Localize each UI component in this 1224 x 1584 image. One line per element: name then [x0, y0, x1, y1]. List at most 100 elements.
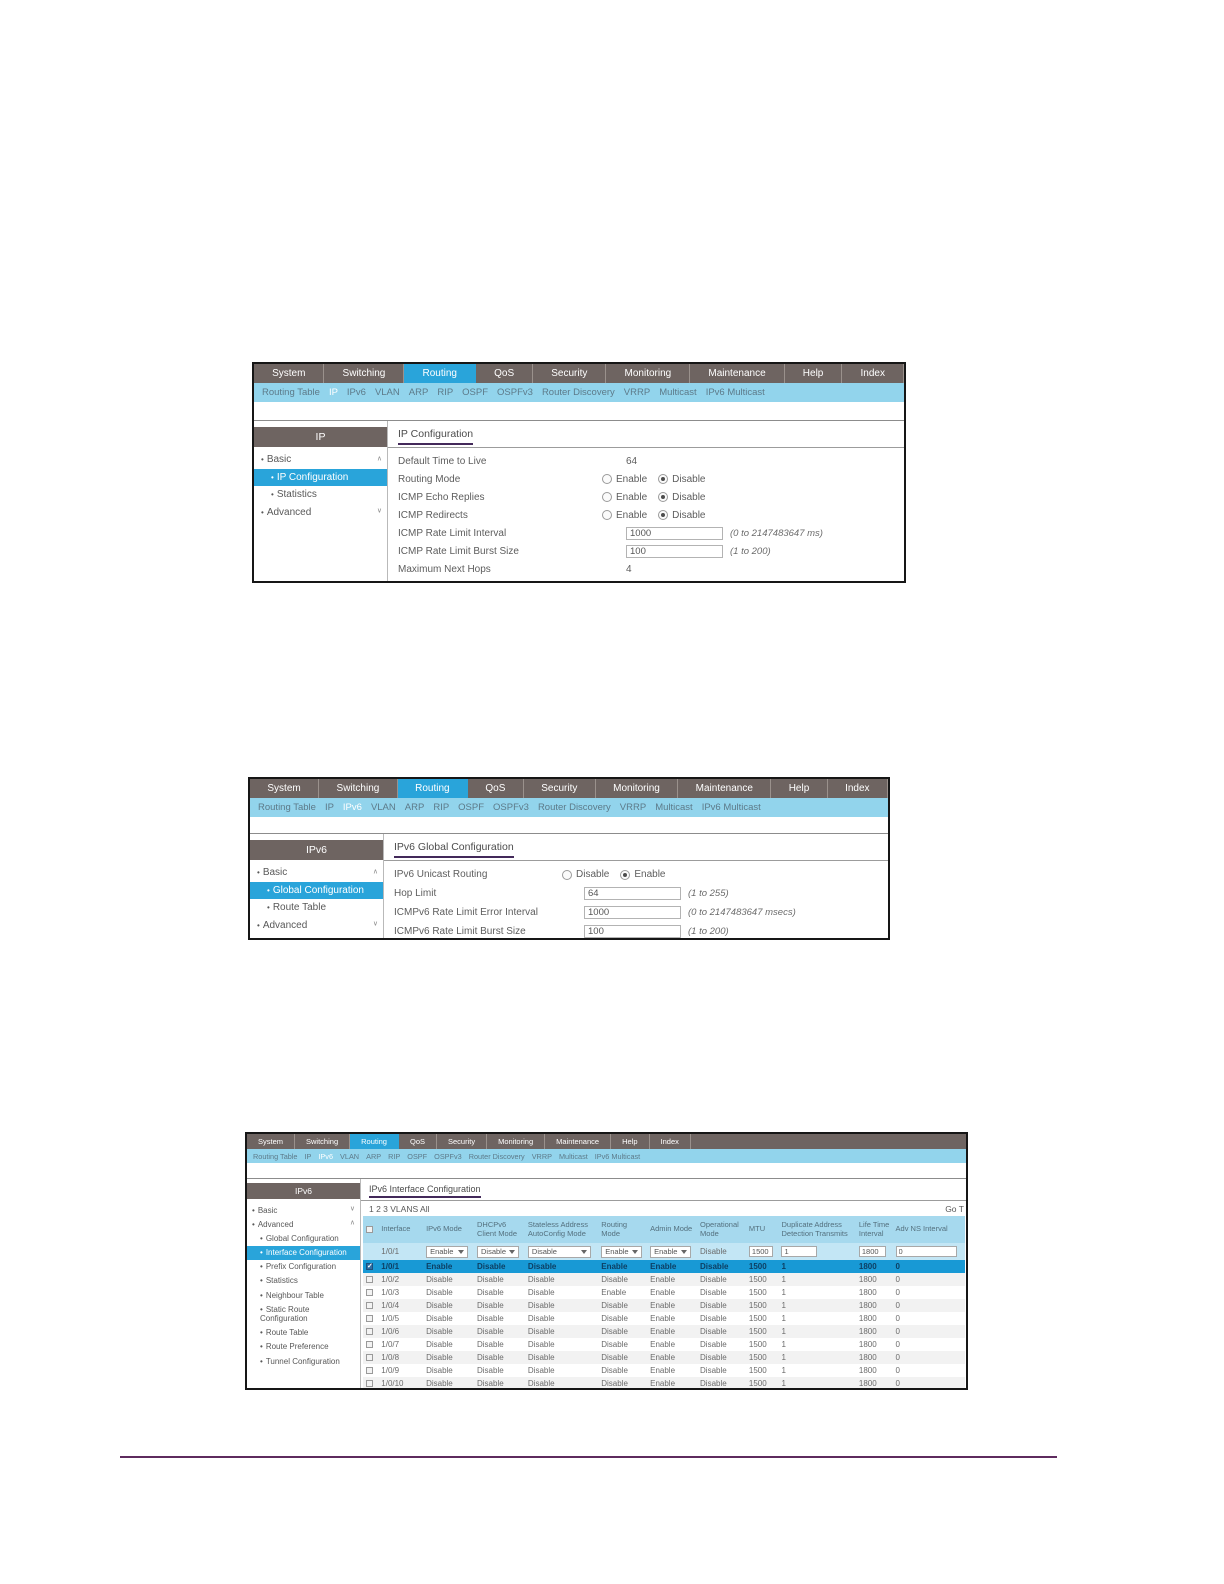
sidebar-item-static-route-configuration[interactable]: • Static Route Configuration [247, 1302, 360, 1325]
edit-input-life-time-interval[interactable] [858, 1246, 886, 1257]
nav-tab-routing[interactable]: Routing [397, 779, 469, 798]
sidebar-item-interface-configuration[interactable]: • Interface Configuration [247, 1245, 360, 1260]
select-all-checkbox[interactable] [366, 1225, 373, 1233]
sidebar-item-route-table[interactable]: • Route Table [247, 1326, 360, 1340]
input-icmp-rate-limit-interval[interactable] [626, 526, 723, 540]
subnav-item-routing-table[interactable]: Routing Table [253, 1151, 298, 1161]
subnav-item-router-discovery[interactable]: Router Discovery [541, 387, 615, 398]
dropdown-routing-mode[interactable]: Enable [601, 1245, 642, 1258]
row-checkbox[interactable] [366, 1328, 373, 1336]
subnav-item-router-discovery[interactable]: Router Discovery [537, 802, 611, 813]
radio-icmp-echo-replies-disable[interactable] [658, 492, 669, 502]
row-checkbox[interactable] [366, 1302, 373, 1310]
chevron-up-icon[interactable]: ∧ [372, 868, 378, 876]
radio-routing-mode-disable[interactable] [658, 474, 669, 484]
subnav-item-vlan[interactable]: VLAN [340, 1151, 360, 1161]
nav-tab-maintenance[interactable]: Maintenance [678, 779, 772, 798]
dropdown-admin-mode[interactable]: Enable [650, 1245, 692, 1258]
sidebar-item-basic[interactable]: • Basic ∧ [254, 451, 387, 469]
subnav-item-rip[interactable]: RIP [437, 387, 454, 398]
nav-tab-security[interactable]: Security [437, 1134, 488, 1149]
nav-tab-qos[interactable]: QoS [476, 364, 534, 383]
dropdown-ipv6-mode[interactable]: Enable [426, 1245, 469, 1258]
chevron-down-icon[interactable]: ∨ [372, 920, 378, 928]
subnav-item-ip[interactable]: IP [304, 1151, 312, 1161]
sidebar-item-global-configuration[interactable]: • Global Configuration [247, 1231, 360, 1245]
subnav-item-ip[interactable]: IP [328, 387, 338, 398]
edit-input-mtu[interactable] [748, 1246, 774, 1257]
sidebar-item-route-table[interactable]: • Route Table [250, 899, 383, 917]
sidebar-item-statistics[interactable]: • Statistics [247, 1274, 360, 1288]
nav-tab-routing[interactable]: Routing [404, 364, 477, 383]
subnav-item-rip[interactable]: RIP [433, 802, 450, 813]
goto-button[interactable]: Go T [945, 1203, 964, 1214]
nav-tab-switching[interactable]: Switching [319, 779, 398, 798]
nav-tab-maintenance[interactable]: Maintenance [545, 1134, 612, 1149]
nav-tab-switching[interactable]: Switching [295, 1134, 351, 1149]
subnav-item-arp[interactable]: ARP [366, 1151, 382, 1161]
row-checkbox[interactable] [366, 1354, 373, 1362]
nav-tab-security[interactable]: Security [524, 779, 596, 798]
edit-input-adv-ns-interval[interactable] [895, 1246, 957, 1257]
input-hop-limit[interactable] [584, 887, 681, 900]
dropdown-stateless-address-autoconfig-mode[interactable]: Disable [527, 1245, 592, 1258]
radio-ipv6-unicast-routing-disable[interactable] [562, 869, 572, 880]
radio-icmp-redirects-disable[interactable] [658, 510, 669, 520]
row-checkbox[interactable] [366, 1315, 373, 1323]
subnav-item-routing-table[interactable]: Routing Table [262, 387, 320, 398]
nav-tab-index[interactable]: Index [650, 1134, 691, 1149]
nav-tab-qos[interactable]: QoS [468, 779, 524, 798]
row-checkbox[interactable] [366, 1380, 373, 1388]
nav-tab-monitoring[interactable]: Monitoring [487, 1134, 546, 1149]
subnav-item-ipv6-multicast[interactable]: IPv6 Multicast [701, 802, 761, 813]
subnav-item-vrrp[interactable]: VRRP [623, 387, 651, 398]
nav-tab-system[interactable]: System [254, 364, 325, 383]
nav-tab-qos[interactable]: QoS [399, 1134, 437, 1149]
input-icmp-rate-limit-burst-size[interactable] [626, 544, 723, 558]
row-checkbox[interactable] [366, 1341, 373, 1349]
edit-input-duplicate-address-detection-transmits[interactable] [781, 1246, 818, 1257]
subnav-item-router-discovery[interactable]: Router Discovery [468, 1151, 525, 1161]
sidebar-item-prefix-configuration[interactable]: • Prefix Configuration [247, 1260, 360, 1274]
subnav-item-ipv6[interactable]: IPv6 [346, 387, 366, 398]
nav-tab-monitoring[interactable]: Monitoring [596, 779, 679, 798]
nav-tab-security[interactable]: Security [533, 364, 607, 383]
row-checkbox[interactable] [366, 1276, 373, 1284]
radio-ipv6-unicast-routing-enable[interactable] [620, 869, 631, 880]
input-icmpv6-rate-limit-error-interval[interactable] [584, 906, 681, 919]
sidebar-item-route-preference[interactable]: • Route Preference [247, 1340, 360, 1354]
nav-tab-routing[interactable]: Routing [350, 1134, 399, 1149]
sidebar-item-global-configuration[interactable]: • Global Configuration [250, 881, 383, 899]
subnav-item-ospf[interactable]: OSPF [458, 802, 485, 813]
pagination-links[interactable]: 1 2 3 VLANS All [369, 1203, 430, 1214]
nav-tab-index[interactable]: Index [842, 364, 904, 383]
sidebar-item-advanced[interactable]: • Advanced ∧ [247, 1217, 360, 1231]
nav-tab-system[interactable]: System [250, 779, 320, 798]
sidebar-item-tunnel-configuration[interactable]: • Tunnel Configuration [247, 1354, 360, 1368]
subnav-item-vlan[interactable]: VLAN [370, 802, 396, 813]
row-checkbox[interactable] [366, 1289, 373, 1297]
subnav-item-ospf[interactable]: OSPF [462, 387, 489, 398]
nav-tab-monitoring[interactable]: Monitoring [606, 364, 691, 383]
radio-routing-mode-enable[interactable] [602, 474, 612, 484]
nav-tab-index[interactable]: Index [828, 779, 888, 798]
subnav-item-multicast[interactable]: Multicast [659, 387, 697, 398]
sidebar-item-advanced[interactable]: • Advanced ∨ [254, 504, 387, 522]
sidebar-item-statistics[interactable]: • Statistics [254, 486, 387, 504]
subnav-item-arp[interactable]: ARP [408, 387, 429, 398]
chevron-down-icon[interactable]: ∨ [376, 507, 382, 515]
subnav-item-routing-table[interactable]: Routing Table [258, 802, 316, 813]
chevron-up-icon[interactable]: ∧ [349, 1219, 355, 1227]
nav-tab-system[interactable]: System [247, 1134, 296, 1149]
nav-tab-help[interactable]: Help [785, 364, 843, 383]
subnav-item-rip[interactable]: RIP [388, 1151, 401, 1161]
dropdown-dhcpv6-client-mode[interactable]: Disable [477, 1245, 520, 1258]
subnav-item-ospfv3[interactable]: OSPFv3 [434, 1151, 462, 1161]
nav-tab-help[interactable]: Help [771, 779, 828, 798]
sidebar-item-basic[interactable]: • Basic ∨ [247, 1203, 360, 1217]
chevron-up-icon[interactable]: ∧ [376, 455, 382, 463]
subnav-item-ospf[interactable]: OSPF [407, 1151, 428, 1161]
row-checkbox[interactable] [366, 1367, 373, 1375]
subnav-item-ospfv3[interactable]: OSPFv3 [493, 802, 529, 813]
input-icmpv6-rate-limit-burst-size[interactable] [584, 925, 681, 938]
